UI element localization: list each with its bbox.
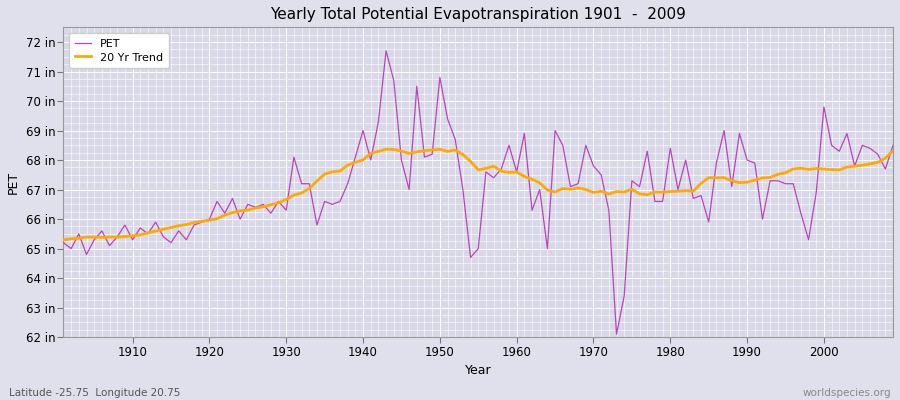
20 Yr Trend <box>335 169 346 174</box>
PET <box>120 223 130 228</box>
Line: 20 Yr Trend: 20 Yr Trend <box>64 149 893 240</box>
20 Yr Trend <box>519 174 530 179</box>
PET <box>619 294 630 298</box>
20 Yr Trend <box>58 237 69 242</box>
Legend: PET, 20 Yr Trend: PET, 20 Yr Trend <box>69 33 169 68</box>
X-axis label: Year: Year <box>465 364 491 377</box>
PET <box>335 199 346 204</box>
Text: Latitude -25.75  Longitude 20.75: Latitude -25.75 Longitude 20.75 <box>9 388 180 398</box>
PET <box>887 143 898 148</box>
20 Yr Trend <box>511 170 522 174</box>
20 Yr Trend <box>611 189 622 194</box>
Y-axis label: PET: PET <box>7 171 20 194</box>
PET <box>511 170 522 174</box>
PET <box>289 155 300 160</box>
20 Yr Trend <box>381 147 392 152</box>
20 Yr Trend <box>887 148 898 153</box>
Text: worldspecies.org: worldspecies.org <box>803 388 891 398</box>
PET <box>58 240 69 245</box>
PET <box>381 48 392 53</box>
20 Yr Trend <box>289 193 300 198</box>
Title: Yearly Total Potential Evapotranspiration 1901  -  2009: Yearly Total Potential Evapotranspiratio… <box>270 7 686 22</box>
PET <box>611 332 622 337</box>
PET <box>519 131 530 136</box>
Line: PET: PET <box>64 51 893 334</box>
20 Yr Trend <box>120 234 130 239</box>
